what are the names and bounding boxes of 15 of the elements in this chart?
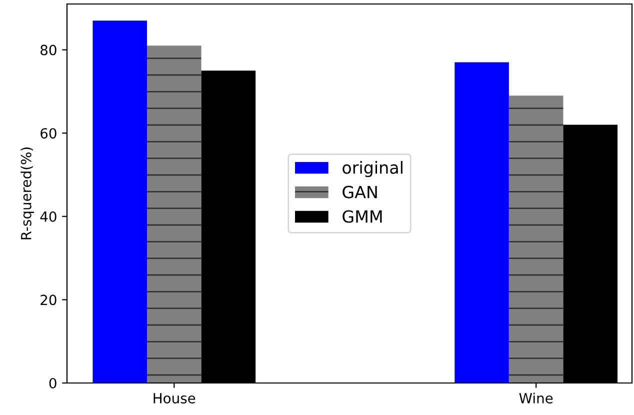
y-tick-label: 80 [40, 44, 56, 56]
legend-label: original [342, 160, 402, 178]
x-tick-label: House [154, 393, 196, 404]
bar [146, 46, 202, 383]
bar [454, 62, 509, 383]
legend-label: GAN [342, 186, 377, 198]
y-axis-title: R-squered(%) [20, 148, 34, 240]
y-tick-label: 20 [40, 294, 56, 306]
y-tick-label: 60 [40, 128, 56, 139]
bar [92, 20, 147, 383]
bar [508, 96, 564, 383]
x-tick-label: Wine [519, 392, 553, 404]
y-tick-label: 40 [40, 211, 56, 222]
legend-label: GMM [342, 210, 382, 223]
y-tick-label: 0 [49, 378, 56, 388]
